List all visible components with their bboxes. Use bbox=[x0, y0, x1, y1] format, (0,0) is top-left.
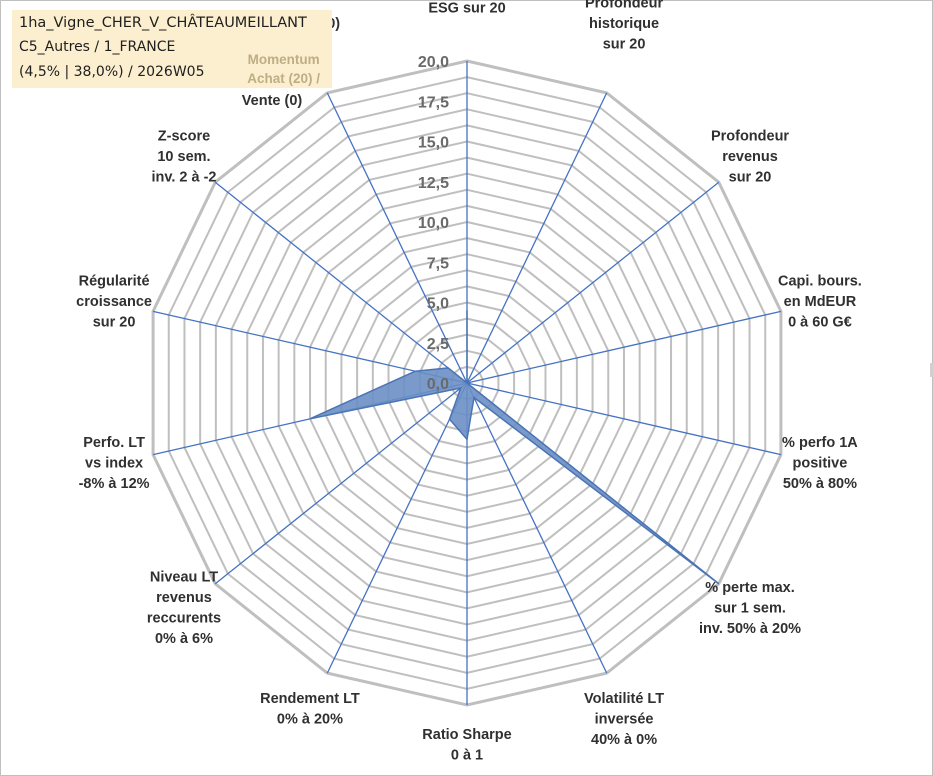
axis-label: Régularité croissance sur 20 bbox=[76, 274, 152, 331]
axis-label-line: Capi. bours. bbox=[778, 274, 862, 290]
axis-label-line: 0% à 20% bbox=[277, 712, 343, 728]
axis-spoke bbox=[326, 382, 468, 674]
tick-label: 2,5 bbox=[427, 336, 449, 353]
axis-label-line: % perte max. bbox=[705, 580, 794, 596]
axis-label-line: croissance bbox=[76, 294, 152, 310]
title-line-3: (4,5% | 38,0%) / 2026W05 bbox=[19, 64, 205, 80]
axis-label-line: Niveau LT bbox=[150, 570, 218, 586]
axis-label: Volatilité LT inversée 40% à 0% bbox=[584, 691, 664, 748]
axis-label-line: inversée bbox=[595, 712, 654, 728]
title-line-1: 1ha_Vigne_CHER_V_CHÂTEAUMEILLANT bbox=[19, 15, 307, 31]
title-box: 1ha_Vigne_CHER_V_CHÂTEAUMEILLANT C5_Autr… bbox=[12, 10, 332, 88]
axis-label-line: Ratio Sharpe bbox=[422, 727, 511, 743]
axis-spoke bbox=[466, 181, 720, 384]
axis-label-line: en MdEUR bbox=[784, 294, 857, 310]
title-line-2: C5_Autres / 1_FRANCE bbox=[19, 39, 176, 55]
axis-label: % perte max. sur 1 sem. inv. 50% à 20% bbox=[699, 580, 801, 637]
series-area bbox=[309, 310, 720, 585]
axis-label-line: Profondeur bbox=[711, 129, 789, 145]
axis-spoke bbox=[466, 382, 782, 456]
axis-label-line: revenus bbox=[722, 149, 778, 165]
axis-label-line: 0 à 60 G€ bbox=[788, 315, 852, 331]
axis-label-line: revenus bbox=[156, 590, 212, 606]
tick-label: 10,0 bbox=[418, 215, 449, 232]
axis-label-line: vs index bbox=[85, 455, 143, 471]
axis-spoke bbox=[214, 382, 468, 585]
axis-label-line: sur 20 bbox=[93, 315, 136, 331]
axis-label: NoteESG sur 20 bbox=[428, 0, 505, 17]
axis-label-line: % perfo 1A bbox=[782, 435, 858, 451]
axis-spoke bbox=[466, 92, 608, 384]
axis-label-line: Régularité bbox=[79, 274, 150, 290]
axis-label-line: Perfo. LT bbox=[83, 435, 145, 451]
axis-label-line: -8% à 12% bbox=[79, 476, 150, 492]
axis-spoke bbox=[326, 92, 468, 384]
tick-label: 15,0 bbox=[418, 135, 449, 152]
axis-label: Capi. bours. en MdEUR 0 à 60 G€ bbox=[778, 274, 862, 331]
axis-label-line: Profondeur bbox=[585, 0, 663, 11]
axis-label: Ratio Sharpe 0 à 1 bbox=[422, 727, 511, 764]
axis-label: Vente (0) bbox=[242, 93, 303, 109]
axis-label-line: Volatilité LT bbox=[584, 691, 664, 707]
axis-label-line: 40% à 0% bbox=[591, 732, 657, 748]
axis-spoke bbox=[214, 181, 468, 384]
momentum-line-2: Achat (20) / bbox=[247, 71, 320, 86]
axis-label-line: 10 sem. bbox=[157, 149, 210, 165]
axis-label-line: 0% à 6% bbox=[155, 631, 213, 647]
axis-label-line: sur 20 bbox=[729, 170, 772, 186]
momentum-line-1: Momentum bbox=[247, 52, 320, 67]
axis-label-line: inv. 50% à 20% bbox=[699, 621, 801, 637]
axis-label: % perfo 1A positive 50% à 80% bbox=[782, 435, 858, 492]
axis-label: Profondeur historique sur 20 bbox=[585, 0, 663, 52]
axis-label-line: inv. 2 à -2 bbox=[151, 170, 216, 186]
tick-label: 7,5 bbox=[427, 255, 449, 272]
tick-label: 20,0 bbox=[418, 54, 449, 71]
axis-label: Profondeur revenus sur 20 bbox=[711, 129, 789, 186]
tick-label: 5,0 bbox=[427, 296, 449, 313]
axis-label-line: 0 à 1 bbox=[451, 748, 483, 764]
axis-label: Z-score 10 sem. inv. 2 à -2 bbox=[151, 129, 216, 186]
axis-label: Perfo. LT vs index -8% à 12% bbox=[79, 435, 150, 492]
axis-label-line: Rendement LT bbox=[260, 691, 360, 707]
axis-label-line: ESG sur 20 bbox=[428, 1, 505, 17]
tick-label: 0,0 bbox=[427, 376, 449, 393]
axis-label-line: reccurents bbox=[147, 611, 221, 627]
axis-spoke bbox=[466, 310, 782, 384]
axis-label-line: sur 1 sem. bbox=[714, 600, 786, 616]
axis-label-line: sur 20 bbox=[603, 36, 646, 52]
tick-label: 12,5 bbox=[418, 175, 449, 192]
axis-label: Niveau LT revenus reccurents 0% à 6% bbox=[147, 570, 221, 648]
scroll-marker bbox=[930, 363, 933, 377]
momentum-legend: Momentum Achat (20) / bbox=[247, 50, 320, 88]
axis-label-line: Z-score bbox=[158, 129, 210, 145]
axis-label: Rendement LT 0% à 20% bbox=[260, 691, 360, 728]
tick-label: 17,5 bbox=[418, 94, 449, 111]
axis-label-line: 50% à 80% bbox=[783, 476, 857, 492]
axis-label-line: historique bbox=[589, 16, 659, 32]
axis-spoke bbox=[466, 382, 608, 674]
axis-label-line: positive bbox=[793, 455, 848, 471]
